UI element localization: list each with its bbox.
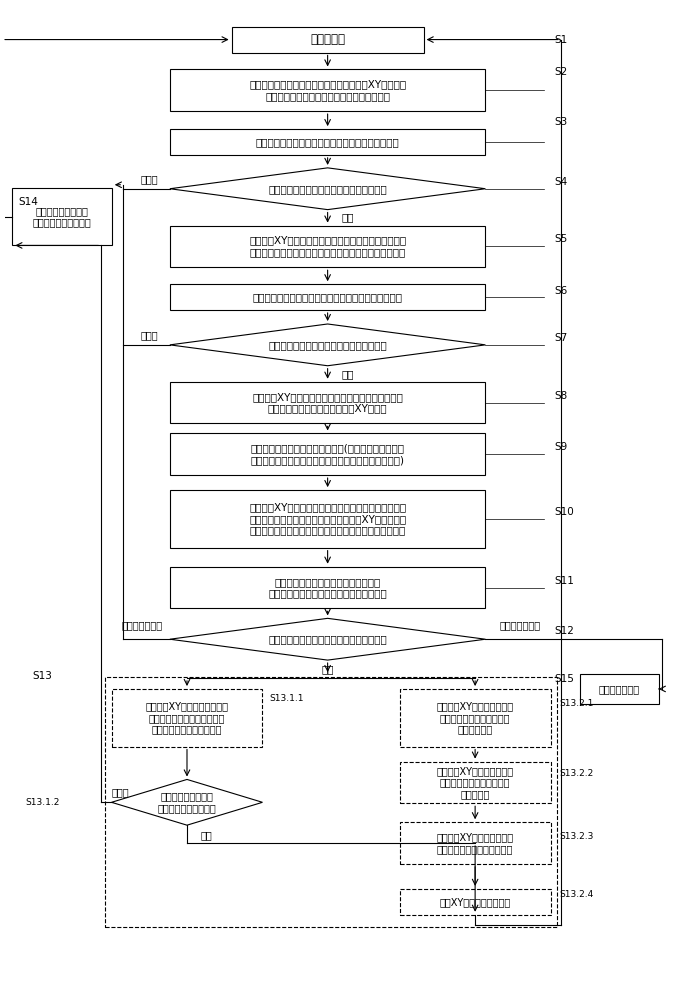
Text: S8: S8 <box>554 391 567 401</box>
Text: S13.1.2: S13.1.2 <box>25 798 60 807</box>
Text: 所述前端XY轴平台将所述前端线束送至所述端子压接装
置；同时，所述送端子装置将端子送往所述端子压接装置: 所述前端XY轴平台将所述前端线束送至所述端子压接装 置；同时，所述送端子装置将端… <box>249 236 406 257</box>
Text: 不合格: 不合格 <box>140 330 158 340</box>
FancyBboxPatch shape <box>400 689 550 747</box>
FancyBboxPatch shape <box>232 27 423 52</box>
FancyBboxPatch shape <box>400 762 550 803</box>
Text: 所述裁剥装置对所述线束进行裁切(被裁切后产生的已压
接端子的线束称为后端线束，后续线束仍称为前端线束): 所述裁剥装置对所述线束进行裁切(被裁切后产生的已压 接端子的线束称为后端线束，后… <box>251 443 405 465</box>
Text: 所述后端XY轴平台将所述后
端线束的尾部送至捻线装置
进行捻线作业: 所述后端XY轴平台将所述后 端线束的尾部送至捻线装置 进行捻线作业 <box>437 701 514 734</box>
Text: 所述裁剥装置将所述前端线束头部的外层绝缘体剥除: 所述裁剥装置将所述前端线束头部的外层绝缘体剥除 <box>256 137 400 147</box>
Text: 系统初始化: 系统初始化 <box>310 33 345 46</box>
Polygon shape <box>112 779 262 825</box>
Text: S13: S13 <box>33 671 53 681</box>
Text: 做不合格品处理: 做不合格品处理 <box>599 684 640 694</box>
FancyBboxPatch shape <box>579 674 659 704</box>
Text: S7: S7 <box>554 333 567 343</box>
Text: S13.1.1: S13.1.1 <box>269 694 304 703</box>
Text: S9: S9 <box>554 442 567 452</box>
Text: S13.2.4: S13.2.4 <box>559 890 594 899</box>
FancyBboxPatch shape <box>170 433 485 475</box>
Text: S4: S4 <box>554 177 567 187</box>
Text: 后端XY轴平台回初始位置: 后端XY轴平台回初始位置 <box>439 897 511 907</box>
Text: S10: S10 <box>554 507 574 517</box>
Text: 所述前端XY轴平台移动到所述裁剥装置的裁切位置，
并将所述前端线束送至所述后端XY轴平台: 所述前端XY轴平台移动到所述裁剥装置的裁切位置， 并将所述前端线束送至所述后端X… <box>252 392 403 413</box>
Text: S12: S12 <box>554 626 574 636</box>
Polygon shape <box>170 324 485 366</box>
Text: 合格: 合格 <box>342 213 355 223</box>
Text: S11: S11 <box>554 576 574 586</box>
FancyBboxPatch shape <box>170 284 485 310</box>
FancyBboxPatch shape <box>400 822 550 864</box>
Text: 所述后端XY轴平台将所述后
端线束尾部送至沾锡装置进
行沾锡作业: 所述后端XY轴平台将所述后 端线束尾部送至沾锡装置进 行沾锡作业 <box>437 766 514 799</box>
Text: 不合格: 不合格 <box>112 787 129 797</box>
Text: 所述裁剥装置将所述的前端线束的头部
和所述后端线束的尾部进行外层绝缘体剥除: 所述裁剥装置将所述的前端线束的头部 和所述后端线束的尾部进行外层绝缘体剥除 <box>269 577 387 598</box>
FancyBboxPatch shape <box>170 567 485 608</box>
Text: S6: S6 <box>554 286 567 296</box>
Polygon shape <box>170 168 485 210</box>
Text: S13.2.3: S13.2.3 <box>559 832 594 841</box>
FancyBboxPatch shape <box>170 226 485 267</box>
Text: S13.2.1: S13.2.1 <box>559 699 594 708</box>
Text: 所述视觉检测装置对压接质量进行合格检测: 所述视觉检测装置对压接质量进行合格检测 <box>269 340 387 350</box>
Text: 所述预送线装置和送线给定装置在所述前端XY轴平台的
配合下将待加工的前端线束送往所述裁剥装置: 所述预送线装置和送线给定装置在所述前端XY轴平台的 配合下将待加工的前端线束送往… <box>249 79 406 101</box>
FancyBboxPatch shape <box>170 69 485 111</box>
Text: S14: S14 <box>18 197 38 207</box>
Text: S1: S1 <box>554 35 567 45</box>
FancyBboxPatch shape <box>12 188 112 245</box>
Text: 后端线束不合格: 后端线束不合格 <box>499 620 540 630</box>
Text: 合格: 合格 <box>201 830 212 840</box>
Text: 所述视觉检测装置对剥线质量进行合格检测: 所述视觉检测装置对剥线质量进行合格检测 <box>269 184 387 194</box>
FancyBboxPatch shape <box>170 129 485 155</box>
Text: S15: S15 <box>554 674 574 684</box>
Text: 把前端不合格处裁切
掉，并做不合格品处理: 把前端不合格处裁切 掉，并做不合格品处理 <box>33 206 92 227</box>
FancyBboxPatch shape <box>112 689 262 747</box>
Text: 合格: 合格 <box>342 369 355 379</box>
Text: S5: S5 <box>554 234 567 244</box>
Text: 所述前端XY轴平台将所述前端
线束送至所述端子压接装置进
行线束头部端子压接作业；: 所述前端XY轴平台将所述前端 线束送至所述端子压接装置进 行线束头部端子压接作业… <box>146 701 228 734</box>
Text: 所述视觉检测装置对剥线质量进行合格检测: 所述视觉检测装置对剥线质量进行合格检测 <box>269 634 387 644</box>
Text: S13.2.2: S13.2.2 <box>559 769 594 778</box>
Polygon shape <box>170 618 485 660</box>
Text: 前端线束不合格: 前端线束不合格 <box>122 620 163 630</box>
Text: 所述视觉检测装置对
压接质量进行合格检测: 所述视觉检测装置对 压接质量进行合格检测 <box>158 792 217 813</box>
Text: 所述前端XY轴平台将所述前端线束送至所述裁剥装置的
左侧剥除绝缘体刀片中；同时，所述后端XY轴平台将所
述后端线束送至所述裁剥装置的右侧剥除绝缘体刀片中；: 所述前端XY轴平台将所述前端线束送至所述裁剥装置的 左侧剥除绝缘体刀片中；同时，… <box>249 502 406 535</box>
Text: S2: S2 <box>554 67 567 77</box>
Text: 所述后端XY轴平台将所述后
端线束送至所述成品收料盒中: 所述后端XY轴平台将所述后 端线束送至所述成品收料盒中 <box>437 832 514 854</box>
Text: 不合格: 不合格 <box>140 174 158 184</box>
FancyBboxPatch shape <box>170 490 485 548</box>
Text: 所述端子压接装置将所述前端线束的头部进行端子压接: 所述端子压接装置将所述前端线束的头部进行端子压接 <box>253 292 403 302</box>
FancyBboxPatch shape <box>170 382 485 423</box>
Text: 合格: 合格 <box>321 664 334 674</box>
FancyBboxPatch shape <box>400 889 550 915</box>
Text: S3: S3 <box>554 117 567 127</box>
